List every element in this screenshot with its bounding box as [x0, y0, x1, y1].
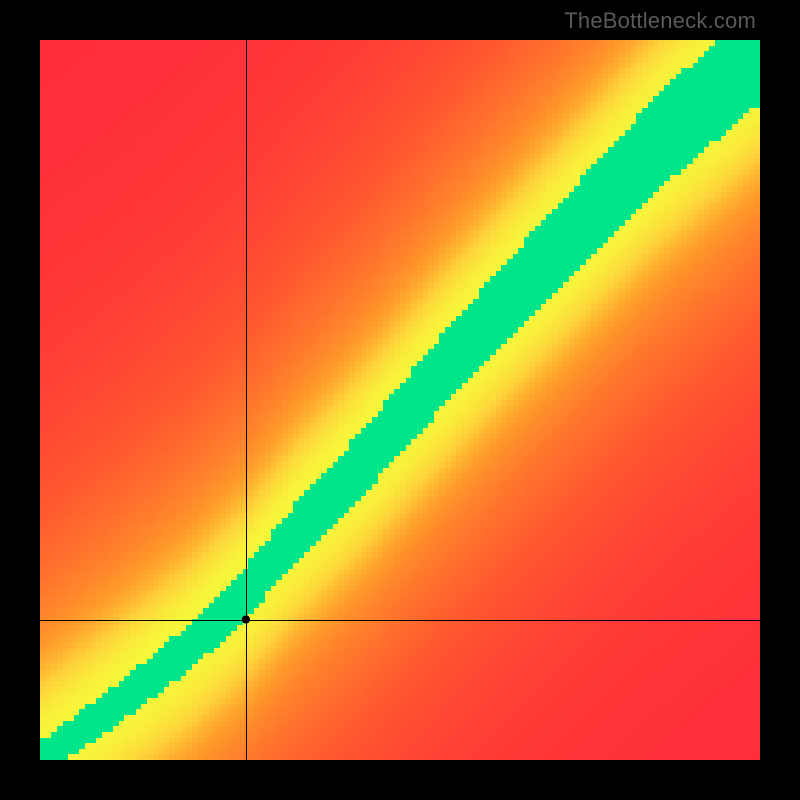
heatmap-canvas: [40, 40, 760, 760]
plot-area: [40, 40, 760, 760]
chart-container: TheBottleneck.com: [0, 0, 800, 800]
watermark-text: TheBottleneck.com: [564, 8, 756, 34]
